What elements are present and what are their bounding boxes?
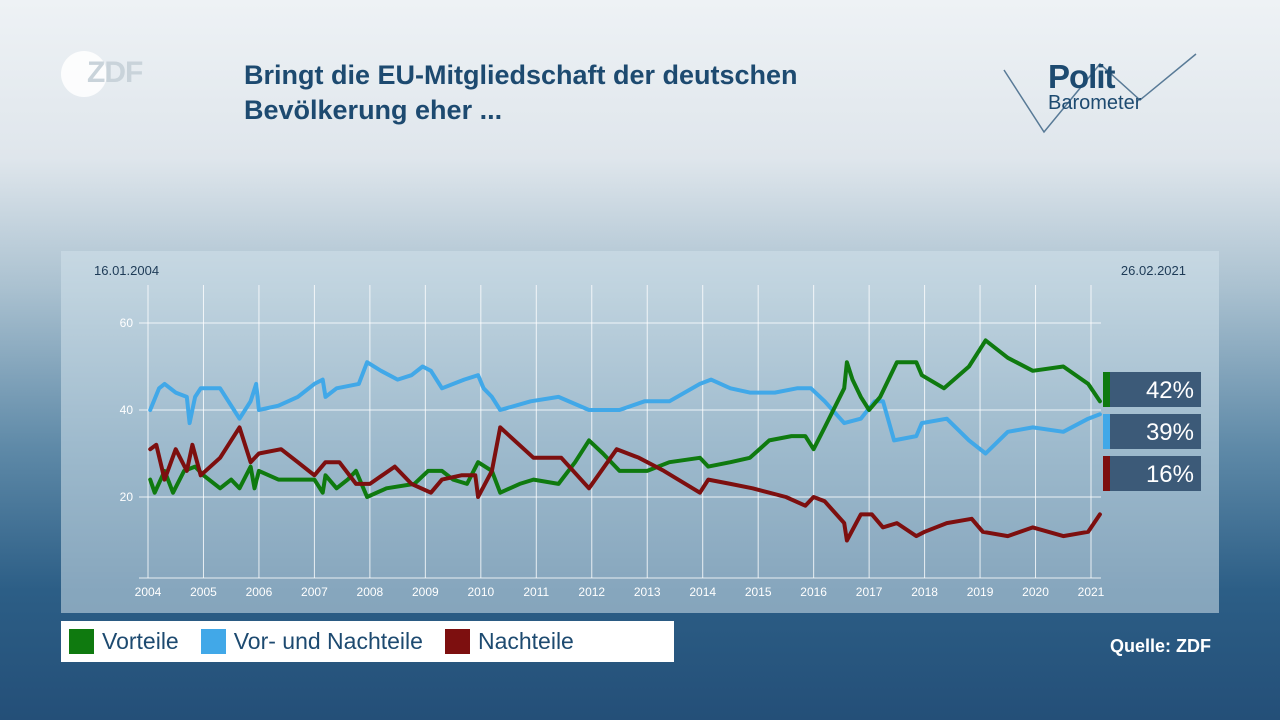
end-label-box-nachteile	[1110, 456, 1201, 491]
series-line-nachteile	[148, 425, 1102, 543]
politbarometer-line1: Polit	[1048, 58, 1115, 95]
end-label-value-nachteile: 16%	[1146, 461, 1194, 488]
source-label: Quelle: ZDF	[1110, 636, 1212, 656]
legend: Vorteile Vor- und Nachteile Nachteile	[61, 621, 674, 662]
politbarometer-zigzag-icon	[1003, 53, 1197, 134]
y-tick-60: 60	[120, 316, 134, 330]
x-tick-2020: 2020	[1022, 585, 1049, 599]
data-series	[148, 338, 1102, 543]
legend-swatch-vorteile	[69, 629, 94, 654]
zdf-logo-text: ZDF	[87, 56, 143, 89]
end-label-marker-vor-und-nachteile	[1103, 414, 1110, 449]
series-line-vor-und-nachteile	[148, 360, 1102, 456]
page-title: Bringt die EU-Mitgliedschaft der deutsch…	[244, 58, 944, 128]
x-tick-2004: 2004	[135, 585, 162, 599]
x-tick-2006: 2006	[246, 585, 273, 599]
legend-label-nachteile: Nachteile	[477, 628, 574, 654]
end-label-marker-nachteile	[1103, 456, 1110, 491]
series-line-vorteile	[148, 338, 1102, 499]
x-tick-2013: 2013	[634, 585, 661, 599]
start-date-label: 16.01.2004	[94, 263, 159, 278]
title-line-2: Bevölkerung eher ...	[244, 95, 503, 125]
x-tick-2019: 2019	[967, 585, 994, 599]
end-label-marker-vorteile	[1103, 372, 1110, 407]
x-tick-2015: 2015	[745, 585, 772, 599]
x-tick-2012: 2012	[578, 585, 605, 599]
zdf-logo: ZDF	[61, 51, 171, 97]
x-tick-2007: 2007	[301, 585, 328, 599]
chart-panel: 20 40 60 2004 2005 2006 2007 2008 2009 2010 2011 2…	[61, 251, 1219, 613]
y-axis-tick-labels: 20 40 60	[120, 316, 134, 504]
x-tick-2011: 2011	[523, 585, 549, 599]
x-tick-2018: 2018	[911, 585, 938, 599]
zdf-logo-disc	[61, 51, 107, 97]
legend-swatch-nachteile	[444, 629, 470, 654]
legend-swatch-vor-und-nachteile	[200, 629, 226, 654]
x-tick-2017: 2017	[856, 585, 883, 599]
y-tick-20: 20	[120, 490, 134, 504]
end-label-box-vorteile	[1110, 372, 1201, 407]
legend-item-vorteile: Vorteile	[69, 628, 179, 655]
x-tick-2008: 2008	[357, 585, 384, 599]
politbarometer-line2: Barometer	[1048, 92, 1142, 114]
x-tick-2016: 2016	[800, 585, 827, 599]
x-tick-2014: 2014	[689, 585, 716, 599]
title-line-1: Bringt die EU-Mitgliedschaft der deutsch…	[244, 60, 798, 90]
legend-item-nachteile: Nachteile	[444, 628, 574, 655]
legend-item-vor-und-nachteile: Vor- und Nachteile	[200, 628, 423, 655]
end-label-box-vor-und-nachteile	[1110, 414, 1201, 449]
legend-label-vor-und-nachteile: Vor- und Nachteile	[233, 628, 423, 654]
x-tick-2009: 2009	[412, 585, 439, 599]
end-label-value-vorteile: 42%	[1146, 377, 1194, 404]
vertical-gridlines	[147, 285, 1092, 578]
x-axis-tick-labels: 2004 2005 2006 2007 2008 2009 2010 2011 2012 2013…	[135, 585, 1105, 599]
x-tick-2010: 2010	[467, 585, 494, 599]
x-tick-2005: 2005	[190, 585, 217, 599]
politbarometer-logo: Polit Barometer	[1000, 44, 1205, 139]
end-label-value-vor-und-nachteile: 39%	[1146, 419, 1194, 446]
end-date-label: 26.02.2021	[1121, 263, 1186, 278]
y-tick-40: 40	[120, 403, 134, 417]
legend-label-vorteile: Vorteile	[102, 628, 179, 654]
x-tick-2021: 2021	[1078, 585, 1105, 599]
end-value-labels: 42% 39% 16%	[1103, 372, 1201, 491]
